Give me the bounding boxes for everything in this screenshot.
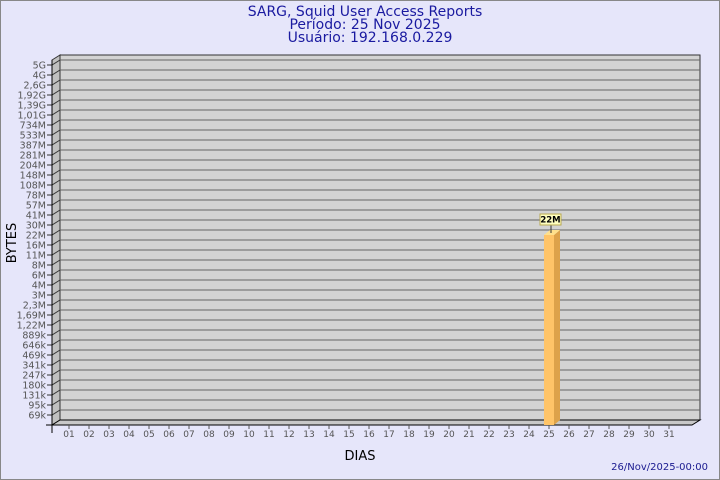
x-tick-label: 04: [123, 430, 135, 440]
x-tick-label: 27: [583, 430, 594, 440]
bar-side: [554, 230, 560, 425]
x-tick-label: 06: [163, 430, 175, 440]
x-tick-label: 19: [423, 430, 435, 440]
x-tick-label: 02: [83, 430, 94, 440]
x-tick-label: 07: [183, 430, 194, 440]
y-tick-label: 1,39G: [17, 101, 46, 112]
x-tick-label: 28: [603, 430, 615, 440]
x-tick-label: 17: [383, 430, 394, 440]
x-tick-label: 10: [243, 430, 255, 440]
y-tick-label: 22M: [26, 231, 46, 242]
y-tick-label: 16M: [26, 241, 46, 252]
y-axis-label: BYTES: [5, 223, 20, 264]
y-tick-label: 4G: [33, 71, 46, 82]
y-tick-label: 281M: [20, 151, 46, 162]
y-tick-label: 108M: [20, 181, 46, 192]
x-tick-label: 11: [263, 430, 274, 440]
x-tick-label: 14: [323, 430, 335, 440]
y-tick-label: 5G: [33, 61, 46, 72]
bar-top: [544, 230, 560, 235]
x-tick-label: 30: [643, 430, 655, 440]
x-tick-label: 12: [283, 430, 294, 440]
footer-timestamp: 26/Nov/2025-00:00: [611, 462, 708, 473]
chart-subtitle-period: Período: 25 Nov 2025: [289, 17, 440, 33]
y-tick-label: 148M: [20, 171, 46, 182]
y-tick-label: 30M: [26, 221, 46, 232]
x-tick-label: 08: [203, 430, 215, 440]
y-tick-label: 889k: [22, 331, 46, 342]
y-tick-label: 69k: [28, 411, 46, 422]
y-tick-label: 341k: [22, 361, 46, 372]
y-tick-label: 204M: [20, 161, 46, 172]
x-tick-label: 18: [403, 430, 415, 440]
floor: [50, 419, 702, 426]
chart-title: SARG, Squid User Access Reports: [248, 4, 483, 20]
x-tick-label: 05: [143, 430, 154, 440]
y-tick-label: 131k: [22, 391, 46, 402]
x-tick-label: 22: [483, 430, 494, 440]
x-tick-label: 29: [623, 430, 635, 440]
data-label-box: [539, 213, 562, 226]
x-tick-label: 25: [543, 430, 554, 440]
x-axis-label: DIAS: [345, 449, 376, 464]
x-tick-label: 24: [523, 430, 535, 440]
y-tick-label: 8M: [32, 261, 46, 272]
y-tick-label: 2,3M: [23, 301, 46, 312]
x-tick-label: 26: [563, 430, 575, 440]
chart-subtitle-user: Usuário: 192.168.0.229: [288, 30, 453, 46]
x-tick-label: 03: [103, 430, 114, 440]
x-tick-label: 31: [663, 430, 674, 440]
y-tick-label: 3M: [32, 291, 46, 302]
x-tick-label: 13: [303, 430, 314, 440]
x-tick-label: 23: [503, 430, 514, 440]
x-tick-label: 16: [363, 430, 375, 440]
y-tick-label: 4M: [32, 281, 46, 292]
y-tick-label: 646k: [22, 341, 46, 352]
y-tick-label: 533M: [20, 131, 46, 142]
y-tick-label: 1,69M: [17, 311, 46, 322]
data-label: 22M: [540, 216, 560, 226]
y-tick-label: 6M: [32, 271, 46, 282]
y-tick-label: 11M: [26, 251, 46, 262]
y-tick-label: 734M: [20, 121, 46, 132]
y-tick-label: 2,6G: [24, 81, 46, 92]
x-tick-label: 15: [343, 430, 354, 440]
x-tick-label: 20: [443, 430, 455, 440]
y-tick-label: 1,22M: [17, 321, 46, 332]
y-tick-label: 57M: [26, 201, 46, 212]
x-tick-label: 01: [63, 430, 74, 440]
y-tick-label: 95k: [28, 401, 46, 412]
y-tick-label: 469k: [22, 351, 46, 362]
y-tick-label: 1,01G: [17, 111, 46, 122]
y-tick-label: 1,92G: [17, 91, 46, 102]
y-tick-label: 387M: [20, 141, 46, 152]
x-tick-label: 09: [223, 430, 235, 440]
y-tick-label: 78M: [26, 191, 46, 202]
y-tick-label: 41M: [26, 211, 46, 222]
bar-front: [544, 235, 554, 425]
y-tick-label: 180k: [22, 381, 46, 392]
x-tick-label: 21: [463, 430, 474, 440]
back-wall: [59, 54, 701, 421]
y-tick-label: 247k: [22, 371, 46, 382]
